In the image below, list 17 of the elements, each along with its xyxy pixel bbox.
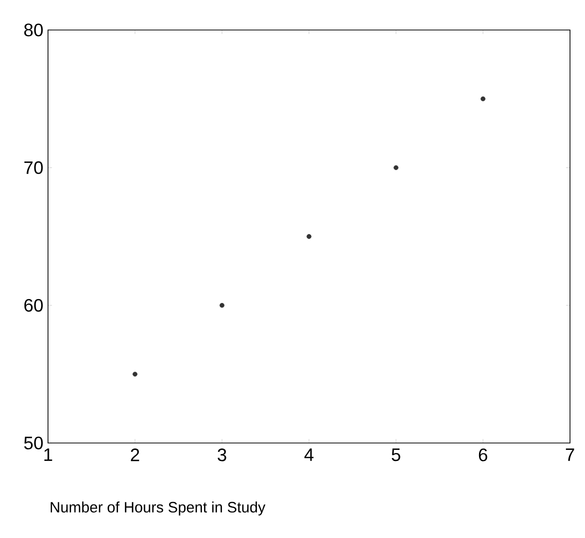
point xyxy=(480,96,486,102)
x-tick-label: 4 xyxy=(304,448,314,461)
point xyxy=(220,302,224,308)
y-tick-label: 60 xyxy=(24,298,43,312)
x-tick-label: 7 xyxy=(566,448,574,461)
y-tick-label: 50 xyxy=(24,436,43,450)
x-tick-label: 2 xyxy=(130,448,140,462)
x-tick-label: 5 xyxy=(392,448,400,462)
x-axis-title: Number of Hours Spent in Study xyxy=(50,502,266,516)
point xyxy=(306,234,312,239)
point xyxy=(132,372,138,377)
y-tick-label: 80 xyxy=(24,24,43,36)
x-tick-label: 3 xyxy=(218,448,226,462)
x-tick-label: 1 xyxy=(44,448,52,461)
point xyxy=(394,165,398,170)
y-tick-label: 70 xyxy=(24,161,43,174)
x-tick-label: 6 xyxy=(478,448,488,462)
